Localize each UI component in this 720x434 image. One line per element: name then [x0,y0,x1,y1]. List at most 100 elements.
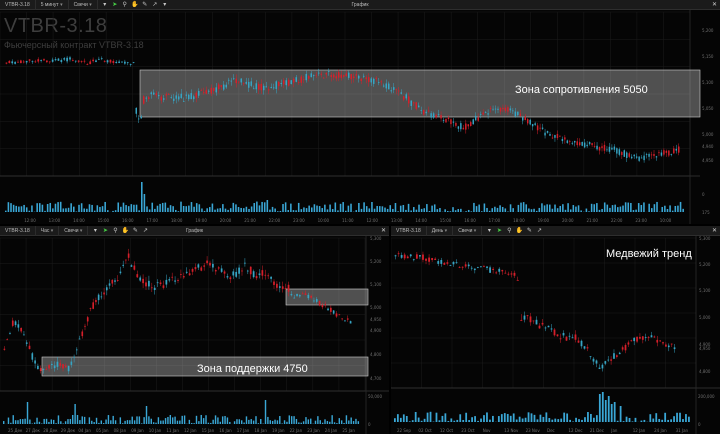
chart-toolbar: VTBR-3.18 Час Свечи ▾ ➤ ⚲ ✋ ✎ ↗ График ✕ [0,226,389,236]
intraday-candle [248,81,250,88]
intraday-candle [253,88,255,90]
volume-bar [107,415,110,424]
volume-bar [376,205,378,212]
hourly-candle [349,321,352,324]
volume-bar [288,415,291,424]
close-icon[interactable]: ✕ [711,2,717,8]
intraday-candle [28,59,31,61]
time-tick: 15:00 [98,218,110,223]
hourly-candle [64,365,67,368]
resistance-zone [139,69,701,118]
volume-bar [619,206,622,212]
time-tick: 13:00 [391,218,403,223]
intraday-candle [34,61,37,63]
hourly-chart[interactable]: 5,300 5,200 5,100 5,000 4,900 4,800 4,700 4,950… [0,226,389,434]
trendline-icon[interactable]: ↗ [152,1,158,8]
time-tick: 28 Дек [43,428,58,433]
volume-bar [640,204,643,212]
intraday-candle [588,142,591,145]
volume-bar [177,211,180,212]
volume-bar [290,416,293,424]
intraday-candle [531,124,534,127]
volume-bar [595,415,598,422]
intraday-candle [670,154,673,155]
volume-bar [224,208,227,212]
chart-type-selector[interactable]: Свечи [453,226,483,236]
price-tick: 5,150 [702,54,714,59]
volume-bar [551,208,554,212]
daily-candle [565,336,568,341]
intraday-candle [447,117,450,120]
cursor-icon[interactable]: ➤ [102,227,108,234]
volume-bar [389,205,392,212]
cursor-icon[interactable]: ➤ [496,227,502,234]
volume-bar [643,202,645,212]
hand-icon[interactable]: ✋ [130,1,139,8]
zoom-icon[interactable]: ⚲ [122,1,127,8]
volume-bar [625,416,628,422]
cursor-icon[interactable]: ➤ [112,1,118,8]
volume-bar [3,421,5,424]
daily-candle [595,360,598,364]
volume-bar [655,413,658,422]
volume-bar [207,422,210,424]
chevron-down-icon[interactable]: ▾ [103,1,107,8]
support-zone [41,356,369,377]
volume-bar [329,204,331,212]
volume-bar [504,208,507,212]
volume-bar [169,205,172,212]
hourly-candle [89,308,92,309]
daily-candle [473,268,476,271]
hand-icon[interactable]: ✋ [515,227,524,234]
intraday-candle [645,154,648,155]
intraday-chart[interactable]: 5,200 5,150 5,100 5,050 5,000 4,950 4,940 0 175 1… [0,0,720,224]
intraday-candle [385,83,387,89]
volume-bar [119,417,122,424]
hourly-candle [20,327,22,332]
intraday-candle [472,119,474,125]
hourly-candle [287,284,290,292]
volume-bar [98,422,100,424]
intraday-candle [355,74,357,76]
hourly-candle [346,318,349,320]
hourly-candle [159,282,162,285]
pencil-icon[interactable]: ✎ [132,227,138,234]
daily-candle [627,342,630,345]
trendline-icon[interactable]: ↗ [536,227,542,234]
volume-bar [80,203,83,212]
volume-bar [627,202,630,212]
zoom-icon[interactable]: ⚲ [507,227,512,234]
chart-type-selector[interactable]: Свечи [59,226,89,236]
daily-chart[interactable]: 5,300 5,200 5,100 5,000 4,900 4,800 4,950 200,0… [391,226,720,434]
intraday-candle [623,150,626,157]
volume-bar [530,209,533,212]
intraday-candle [190,93,192,100]
trendline-icon[interactable]: ↗ [142,227,148,234]
daily-candle [550,328,553,330]
daily-candle [571,337,574,339]
close-icon[interactable]: ✕ [380,228,386,234]
chevron-down-icon[interactable]: ▾ [163,1,167,8]
intraday-candle [375,77,377,79]
close-icon[interactable]: ✕ [711,228,717,234]
pencil-icon[interactable]: ✎ [142,1,148,8]
volume-bar [161,202,164,212]
volume-bar [214,415,217,424]
intraday-candle [203,92,205,93]
intraday-candle [308,76,310,79]
zoom-icon[interactable]: ⚲ [113,227,118,234]
pencil-icon[interactable]: ✎ [526,227,532,234]
volume-bar [543,205,546,212]
chart-type-selector[interactable]: Свечи [69,0,98,10]
volume-bar [350,203,352,212]
chevron-down-icon[interactable]: ▾ [93,227,97,234]
intraday-candle [313,74,315,76]
daily-candle [562,332,565,336]
time-tick: 19 Jan [272,428,285,433]
hourly-candle [180,274,182,275]
intraday-candle [427,110,430,112]
volume-bar [554,204,556,212]
chevron-down-icon[interactable]: ▾ [487,227,491,234]
hourly-candle [249,266,252,275]
hand-icon[interactable]: ✋ [121,227,130,234]
